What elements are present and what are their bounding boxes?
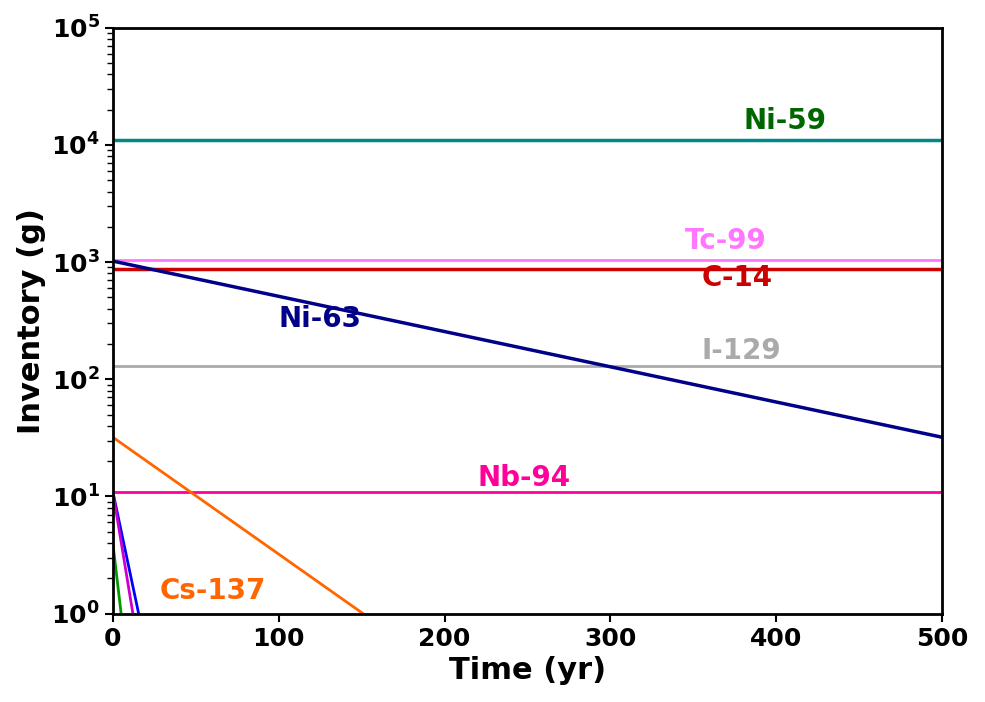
Text: Cs-137: Cs-137: [160, 577, 266, 605]
Text: Nb-94: Nb-94: [478, 463, 571, 491]
X-axis label: Time (yr): Time (yr): [449, 656, 606, 685]
Y-axis label: Inventory (g): Inventory (g): [17, 208, 45, 434]
Text: Ni-59: Ni-59: [743, 107, 826, 135]
Text: Tc-99: Tc-99: [685, 227, 766, 256]
Text: Ni-63: Ni-63: [279, 305, 361, 333]
Text: I-129: I-129: [701, 337, 781, 365]
Text: C-14: C-14: [701, 264, 773, 292]
